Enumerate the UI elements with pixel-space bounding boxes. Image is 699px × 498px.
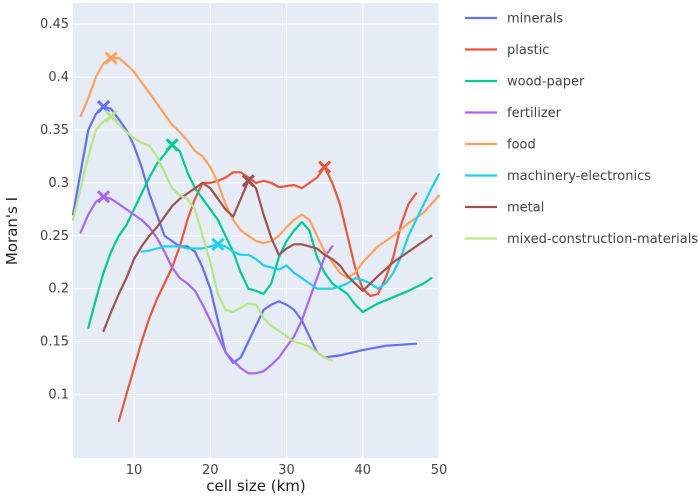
legend-item-fertilizer[interactable]: fertilizer — [465, 106, 562, 121]
series-line-fertilizer — [79, 195, 334, 375]
y-tick-label: 0.15 — [40, 335, 69, 350]
x-axis-ticks: 10 20 30 40 50 — [126, 463, 448, 478]
legend-label: plastic — [507, 43, 549, 58]
peak-marker-plastic — [318, 160, 332, 174]
peak-marker-mixed-construction-materials — [104, 109, 118, 123]
peak-marker-food — [104, 51, 118, 65]
legend-label: minerals — [507, 12, 563, 27]
y-tick-label: 0.2 — [48, 282, 69, 297]
series-line-machinery-electronics — [140, 173, 441, 290]
peak-marker-fertilizer — [96, 190, 111, 204]
x-tick-label: 50 — [431, 463, 448, 478]
series-markers — [96, 51, 332, 251]
peak-marker-metal — [241, 174, 255, 188]
series-line-minerals — [71, 105, 418, 364]
series-line-plastic — [117, 165, 418, 423]
peak-marker-wood-paper — [165, 138, 179, 152]
peak-marker-machinery-electronics — [211, 237, 225, 251]
legend-item-machinery-electronics[interactable]: machinery-electronics — [465, 169, 651, 184]
x-tick-label: 20 — [202, 463, 219, 478]
y-axis-ticks: 0.1 0.15 0.2 0.25 0.3 0.35 0.4 0.45 — [40, 17, 69, 402]
y-tick-label: 0.3 — [48, 176, 69, 191]
legend-item-mixed-construction-materials[interactable]: mixed-construction-materials — [465, 232, 698, 247]
y-tick-label: 0.1 — [48, 388, 69, 403]
series-line-wood-paper — [87, 143, 433, 329]
legend-label: food — [507, 138, 536, 153]
x-tick-label: 30 — [278, 463, 295, 478]
x-axis-title: cell size (km) — [206, 477, 305, 495]
series-line-food — [79, 56, 441, 280]
legend-item-wood-paper[interactable]: wood-paper — [465, 75, 585, 90]
y-axis-title: Moran's I — [3, 197, 21, 265]
y-tick-label: 0.35 — [40, 123, 69, 138]
legend-item-food[interactable]: food — [465, 138, 536, 153]
legend-item-plastic[interactable]: plastic — [465, 43, 549, 58]
legend-label: metal — [507, 201, 544, 216]
legend-label: machinery-electronics — [507, 169, 651, 184]
legend-item-metal[interactable]: metal — [465, 201, 544, 216]
series-line-metal — [102, 179, 433, 333]
legend-label: wood-paper — [507, 75, 585, 90]
legend-item-minerals[interactable]: minerals — [465, 12, 563, 27]
legend-label: mixed-construction-materials — [507, 232, 698, 247]
y-tick-label: 0.4 — [48, 70, 69, 85]
legend-label: fertilizer — [507, 106, 562, 121]
x-tick-label: 10 — [126, 463, 143, 478]
y-tick-label: 0.25 — [40, 229, 69, 244]
legend: minerals plastic wood-paper fertilizer food m… — [465, 12, 698, 247]
y-tick-label: 0.45 — [40, 17, 69, 32]
x-tick-label: 40 — [354, 463, 371, 478]
